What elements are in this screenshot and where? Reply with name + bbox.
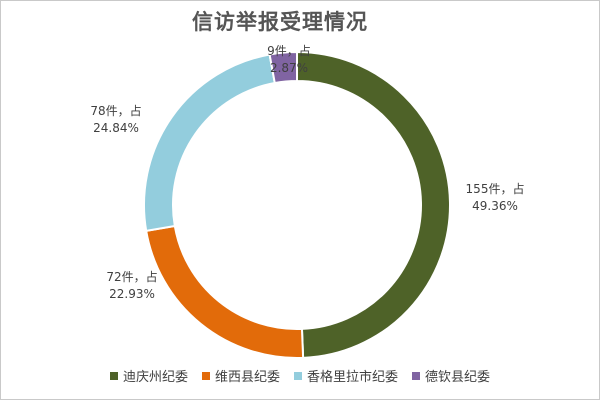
legend: 迪庆州纪委 维西县纪委 香格里拉市纪委 德钦县纪委 [0, 366, 600, 385]
legend-label-deqin: 德钦县纪委 [425, 370, 491, 385]
legend-label-diqing: 迪庆州纪委 [122, 370, 188, 385]
data-label-deqin: 9件，占 2.87% [267, 43, 311, 75]
chart-title: 信访举报受理情况 [192, 9, 368, 34]
legend-item-weixi: 维西县纪委 [201, 366, 280, 385]
legend-swatch-shangri-la [294, 371, 302, 380]
legend-swatch-deqin [412, 371, 421, 380]
data-label-shangri-la: 78件，占 24.84% [90, 103, 141, 135]
slice-diqing [296, 50, 451, 359]
data-labels: 155件，占 49.36% 72件，占 22.93% 78件，占 24.84% 9件，占 2.… [90, 43, 524, 301]
slice-deqin [268, 50, 298, 85]
data-label-weixi: 72件，占 22.93% [106, 269, 157, 301]
legend-item-deqin: 德钦县纪委 [412, 366, 490, 385]
donut-slices [143, 50, 451, 359]
legend-item-diqing: 迪庆州纪委 [109, 366, 188, 385]
legend-label-weixi: 维西县纪委 [214, 370, 280, 385]
slice-weixi [145, 224, 305, 359]
legend-item-shangri-la: 香格里拉市纪委 [294, 366, 398, 385]
data-label-diqing: 155件，占 49.36% [466, 181, 525, 213]
legend-swatch-diqing [109, 371, 118, 380]
legend-label-shangri-la: 香格里拉市纪委 [307, 370, 399, 385]
slice-shangri-la [143, 53, 276, 233]
legend-swatch-weixi [201, 371, 210, 380]
